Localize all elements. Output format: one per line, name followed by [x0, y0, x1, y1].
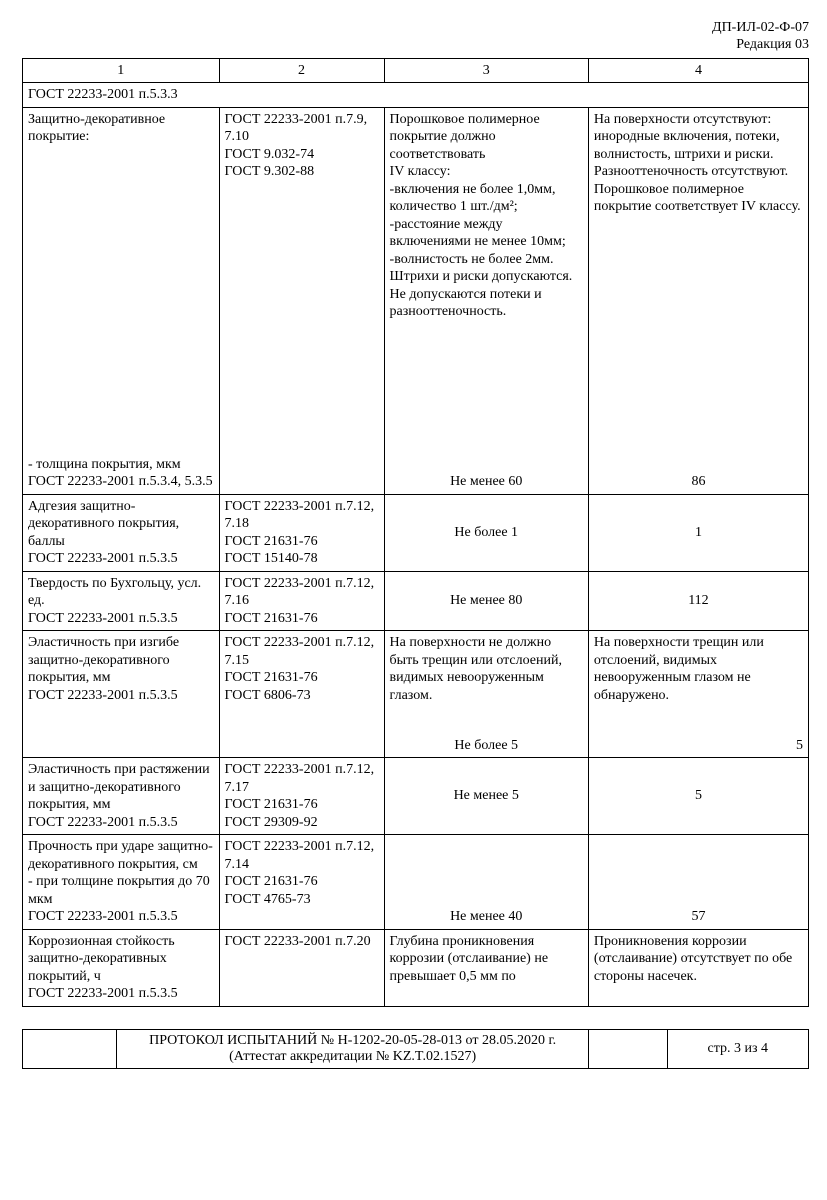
cell-requirement: Не менее 40	[384, 835, 588, 930]
requirement-text: На поверхности не должно быть трещин или…	[390, 634, 583, 737]
cell-methods: ГОСТ 22233-2001 п.7.9, 7.10 ГОСТ 9.032-7…	[219, 107, 384, 494]
col-2-header: 2	[219, 58, 384, 83]
result-text: На поверхности отсутствуют: инородные вк…	[594, 111, 803, 474]
document-header: ДП-ИЛ-02-Ф-07 Редакция 03	[22, 20, 809, 54]
table-row: Эластичность при изгибе защитно-декорати…	[23, 631, 809, 758]
cell-name: Адгезия защитно-декоративного покрытия, …	[23, 494, 220, 571]
table-row: Прочность при ударе защитно-декоративног…	[23, 835, 809, 930]
cell-result: На поверхности отсутствуют: инородные вк…	[588, 107, 808, 494]
footer-left-cell	[23, 1029, 117, 1068]
cell-methods: ГОСТ 22233-2001 п.7.12, 7.14 ГОСТ 21631-…	[219, 835, 384, 930]
cell-requirement: На поверхности не должно быть трещин или…	[384, 631, 588, 758]
gost-ref-cell: ГОСТ 22233-2001 п.5.3.3	[23, 83, 809, 108]
cell-name: Коррозионная стойкость защитно-декоратив…	[23, 929, 220, 1006]
cell-result: 1	[588, 494, 808, 571]
cell-requirement: Порошковое полимерное покрытие должно со…	[384, 107, 588, 494]
footer-table: ПРОТОКОЛ ИСПЫТАНИЙ № Н-1202-20-05-28-013…	[22, 1029, 809, 1069]
col-1-header: 1	[23, 58, 220, 83]
table-row: Адгезия защитно-декоративного покрытия, …	[23, 494, 809, 571]
doc-code: ДП-ИЛ-02-Ф-07	[22, 20, 809, 37]
cell-requirement: Глубина проникновения коррозии (отслаива…	[384, 929, 588, 1006]
requirement-value: Не менее 60	[390, 473, 583, 491]
coating-name: Защитно-декоративное покрытие:	[28, 111, 214, 456]
table-row: Коррозионная стойкость защитно-декоратив…	[23, 929, 809, 1006]
cell-requirement: Не менее 80	[384, 571, 588, 631]
cell-result: 57	[588, 835, 808, 930]
cell-requirement: Не менее 5	[384, 758, 588, 835]
gost-ref-row: ГОСТ 22233-2001 п.5.3.3	[23, 83, 809, 108]
result-value: 5	[594, 737, 803, 755]
result-value: 86	[594, 473, 803, 491]
footer-protocol: ПРОТОКОЛ ИСПЫТАНИЙ № Н-1202-20-05-28-013…	[117, 1029, 589, 1068]
cell-methods: ГОСТ 22233-2001 п.7.12, 7.18 ГОСТ 21631-…	[219, 494, 384, 571]
cell-result: Проникновения коррозии (отслаивание) отс…	[588, 929, 808, 1006]
cell-name: Прочность при ударе защитно-декоративног…	[23, 835, 220, 930]
cell-requirement: Не более 1	[384, 494, 588, 571]
requirement-text: Порошковое полимерное покрытие должно со…	[390, 111, 583, 474]
cell-methods: ГОСТ 22233-2001 п.7.12, 7.15 ГОСТ 21631-…	[219, 631, 384, 758]
cell-name: Защитно-декоративное покрытие: - толщина…	[23, 107, 220, 494]
column-header-row: 1 2 3 4	[23, 58, 809, 83]
protocol-text: ПРОТОКОЛ ИСПЫТАНИЙ № Н-1202-20-05-28-013…	[149, 1033, 556, 1048]
result-text: На поверхности трещин или отслоений, вид…	[594, 634, 803, 737]
cell-methods: ГОСТ 22233-2001 п.7.12, 7.17 ГОСТ 21631-…	[219, 758, 384, 835]
table-row: Твердость по Бухгольцу, усл. ед. ГОСТ 22…	[23, 571, 809, 631]
cell-result: На поверхности трещин или отслоений, вид…	[588, 631, 808, 758]
cell-result: 112	[588, 571, 808, 631]
cell-name: Эластичность при изгибе защитно-декорати…	[23, 631, 220, 758]
thickness-label: - толщина покрытия, мкм ГОСТ 22233-2001 …	[28, 456, 214, 491]
col-3-header: 3	[384, 58, 588, 83]
footer-gap-cell	[588, 1029, 667, 1068]
table-row: Эластичность при растяжении и защитно-де…	[23, 758, 809, 835]
main-table: 1 2 3 4 ГОСТ 22233-2001 п.5.3.3 Защитно-…	[22, 58, 809, 1007]
footer-page: стр. 3 из 4	[667, 1029, 808, 1068]
cell-result: 5	[588, 758, 808, 835]
requirement-value: Не более 5	[390, 737, 583, 755]
table-row: Защитно-декоративное покрытие: - толщина…	[23, 107, 809, 494]
attestation-text: (Аттестат аккредитации № KZ.T.02.1527)	[229, 1049, 476, 1064]
cell-methods: ГОСТ 22233-2001 п.7.20	[219, 929, 384, 1006]
doc-revision: Редакция 03	[22, 37, 809, 54]
cell-methods: ГОСТ 22233-2001 п.7.12, 7.16 ГОСТ 21631-…	[219, 571, 384, 631]
col-4-header: 4	[588, 58, 808, 83]
cell-name: Твердость по Бухгольцу, усл. ед. ГОСТ 22…	[23, 571, 220, 631]
cell-name: Эластичность при растяжении и защитно-де…	[23, 758, 220, 835]
